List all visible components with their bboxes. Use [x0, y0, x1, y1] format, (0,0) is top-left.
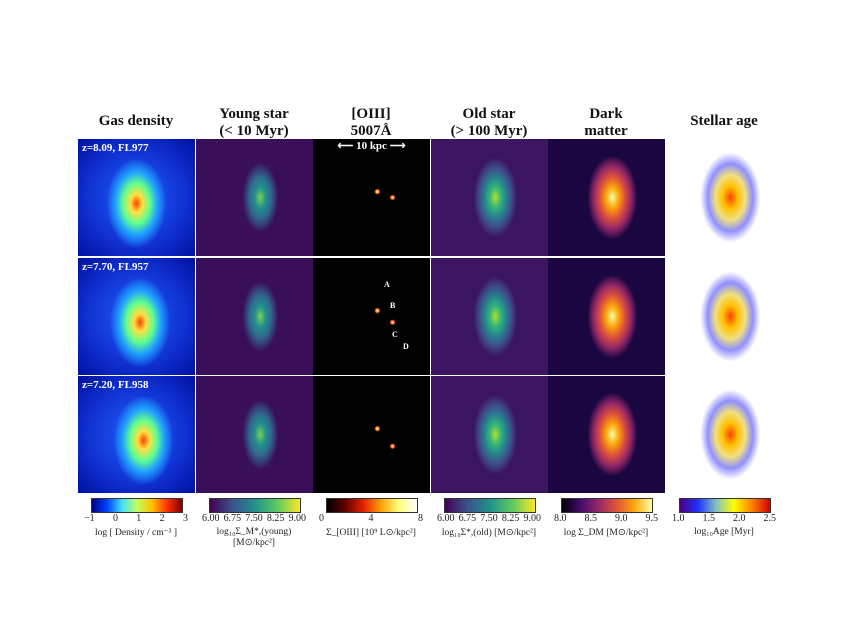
colorbar-oiii — [326, 498, 418, 513]
column-header-stellar-age: Stellar age — [665, 113, 783, 130]
header-line1: Old star — [462, 106, 516, 122]
colorbar-gas-density — [91, 498, 183, 513]
colorbar-ticks: 1.0 1.5 2.0 2.5 — [672, 513, 776, 524]
panel-stellar-age-row2 — [666, 258, 783, 375]
row-label: z=7.70, FL957 — [82, 261, 149, 273]
header-line1: Young star — [219, 106, 289, 122]
colorbar-label: log₁₀Σ*,(old) [M⊙/kpc²] — [441, 528, 537, 538]
panel-stellar-age-row1 — [666, 139, 783, 256]
panel-gas-density-row2: z=7.70, FL957 — [78, 258, 195, 375]
colorbar-tick: 8.0 — [554, 513, 567, 524]
header-line2: matter — [584, 123, 628, 139]
colorbar-tick: 8.5 — [584, 513, 598, 524]
colorbar-ticks: 6.00 6.75 7.50 8.25 9.00 — [437, 513, 541, 524]
colorbar-ticks: −1 0 1 2 3 — [84, 513, 188, 524]
colorbar-label: log Σ_DM [M⊙/kpc²] — [563, 528, 649, 538]
colorbar-tick: 2 — [159, 513, 165, 524]
header-line1: Dark — [589, 106, 623, 122]
colorbar-tick: 6.00 — [437, 513, 455, 524]
colorbar-tick: 9.00 — [288, 513, 307, 524]
panel-old-star-row3 — [431, 376, 548, 493]
colorbar-tick: 6.00 — [202, 513, 220, 524]
colorbar-tick: 1.5 — [702, 513, 716, 524]
column-header-dark-matter: Dark matter — [547, 106, 665, 140]
colorbar-tick: 6.75 — [223, 513, 242, 524]
colorbar-tick: 0 — [319, 513, 324, 524]
colorbar-tick: 2.0 — [733, 513, 746, 524]
panel-young-star-row1 — [196, 139, 313, 256]
clump-label: C — [392, 330, 398, 339]
column-header-young-star: Young star (< 10 Myr) — [195, 106, 313, 140]
colorbar-tick: 1.0 — [672, 513, 685, 524]
colorbar-label: Σ_[OIII] [10⁹ L⊙/kpc²] — [326, 528, 416, 538]
colorbar-label: log [ Density / cm⁻³ ] — [94, 528, 177, 538]
scale-bar-label: 10 kpc — [356, 140, 387, 152]
row-label: z=7.20, FL958 — [82, 379, 149, 391]
colorbar-ticks: 8.0 8.5 9.0 9.5 — [554, 513, 658, 524]
colorbar-ticks: 6.00 6.75 7.50 8.25 9.00 — [202, 513, 306, 524]
header-line1: [OIII] — [351, 106, 391, 122]
header-line2: (> 100 Myr) — [450, 123, 528, 139]
clump-label: D — [403, 342, 409, 351]
colorbar-tick: 6.75 — [458, 513, 477, 524]
header-line1: Gas density — [98, 113, 174, 129]
panel-gas-density-row3: z=7.20, FL958 — [78, 376, 195, 493]
panel-dark-matter-row2 — [548, 258, 665, 375]
colorbar-tick: 8.25 — [266, 513, 285, 524]
colorbar-young-star — [209, 498, 301, 513]
arrow-right-icon: ⟶ — [389, 140, 406, 152]
colorbar-tick: 7.50 — [245, 513, 263, 524]
colorbar-ticks: 0 4 8 — [319, 513, 423, 524]
panel-young-star-row2 — [196, 258, 313, 375]
panel-dark-matter-row3 — [548, 376, 665, 493]
header-line1: Stellar age — [690, 113, 758, 129]
colorbar-tick: 8.25 — [501, 513, 520, 524]
colorbar-tick: 0 — [112, 513, 118, 524]
clump-label: A — [384, 280, 390, 289]
scale-bar: ⟵ 10 kpc ⟶ — [313, 139, 430, 152]
panel-young-star-row3 — [196, 376, 313, 493]
colorbar-tick: 7.50 — [480, 513, 498, 524]
colorbar-label: log₁₀Σ_M*,(young) [M⊙/kpc²] — [216, 527, 292, 548]
colorbar-tick: 9.00 — [523, 513, 542, 524]
colorbar-tick: 4 — [368, 513, 374, 524]
colorbar-dark-matter — [561, 498, 653, 513]
colorbar-stellar-age — [679, 498, 771, 513]
colorbar-old-star — [444, 498, 536, 513]
column-header-old-star: Old star (> 100 Myr) — [430, 106, 548, 140]
panel-oiii-row1 — [313, 139, 430, 256]
panel-gas-density-row1: z=8.09, FL977 — [78, 139, 195, 256]
colorbar-label: log₁₀Age [Myr] — [694, 527, 754, 537]
arrow-left-icon: ⟵ — [337, 140, 354, 152]
header-line2: (< 10 Myr) — [219, 123, 289, 139]
panel-stellar-age-row3 — [666, 376, 783, 493]
colorbar-tick: 8 — [418, 513, 423, 524]
row-label: z=8.09, FL977 — [82, 142, 149, 154]
colorbar-tick: 1 — [136, 513, 142, 524]
panel-old-star-row1 — [431, 139, 548, 256]
column-header-gas-density: Gas density — [77, 113, 195, 130]
clump-label: B — [390, 301, 396, 310]
panel-oiii-row2 — [313, 258, 430, 375]
colorbar-tick: 9.0 — [615, 513, 628, 524]
panel-oiii-row3 — [313, 376, 430, 493]
column-header-oiii: [OIII] 5007Å — [312, 106, 430, 140]
panel-dark-matter-row1 — [548, 139, 665, 256]
colorbar-tick: 2.5 — [763, 513, 777, 524]
colorbar-tick: 3 — [182, 513, 188, 524]
colorbar-tick: 9.5 — [645, 513, 659, 524]
colorbar-tick: −1 — [84, 513, 95, 524]
panel-old-star-row2 — [431, 258, 548, 375]
header-line2: 5007Å — [350, 123, 392, 139]
